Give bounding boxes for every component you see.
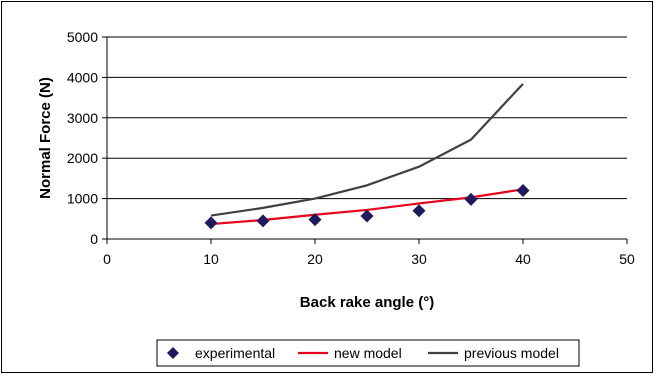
x-tick-label: 40	[515, 251, 531, 267]
data-point-experimental	[412, 204, 426, 218]
legend-box	[156, 339, 580, 367]
y-tick-label: 5000	[67, 29, 98, 45]
data-point-experimental	[308, 213, 322, 227]
legend-label-previous-model: previous model	[464, 345, 559, 361]
gridlines	[107, 36, 627, 200]
series-line-previous-model	[210, 83, 524, 217]
legend: experimental new model previous model	[156, 339, 580, 367]
y-tick-label: 3000	[67, 110, 98, 126]
data-point-experimental	[464, 192, 478, 206]
y-tick-label: 2000	[67, 150, 98, 166]
y-tick-label: 1000	[67, 191, 98, 207]
legend-label-experimental: experimental	[195, 345, 275, 361]
x-tick-label: 50	[619, 251, 635, 267]
x-axis-label: Back rake angle (°)	[300, 294, 434, 311]
x-tick-label: 0	[103, 251, 111, 267]
data-point-experimental	[360, 209, 374, 223]
data-point-experimental	[516, 184, 530, 198]
tick-labels: 0 1000 2000 3000 4000 5000 0 10 20 30 40 50	[67, 29, 635, 267]
x-tick-label: 30	[411, 251, 427, 267]
series-layer	[204, 83, 530, 230]
legend-swatch-experimental	[167, 347, 179, 359]
y-axis-label: Normal Force (N)	[37, 77, 54, 199]
x-tick-label: 10	[203, 251, 219, 267]
x-tick-label: 20	[307, 251, 323, 267]
y-tick-label: 4000	[67, 69, 98, 85]
data-point-experimental	[256, 214, 270, 228]
y-tick-label: 0	[90, 231, 98, 247]
data-point-experimental	[204, 216, 218, 230]
axes	[102, 36, 628, 244]
legend-label-new-model: new model	[334, 345, 402, 361]
